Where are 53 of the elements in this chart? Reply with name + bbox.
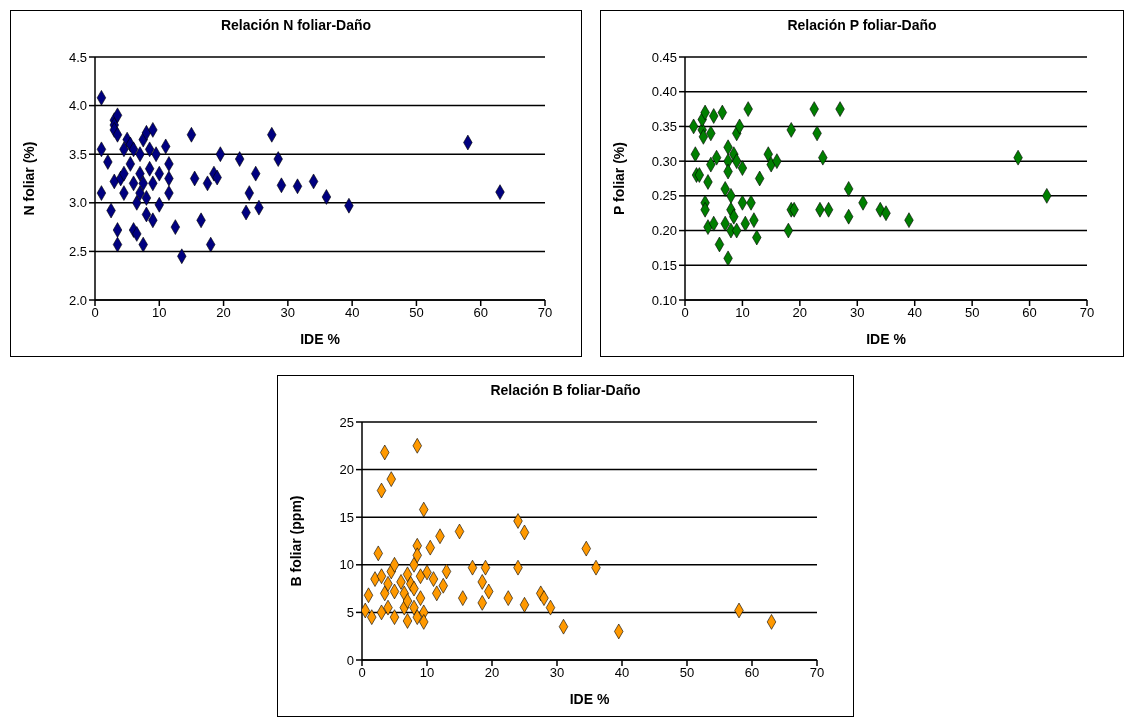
chart-title: Relación N foliar-Daño	[219, 17, 373, 33]
y-tick-label: 0.25	[651, 188, 677, 204]
y-tick-label: 0	[346, 652, 354, 668]
x-tick-label: 60	[473, 305, 488, 321]
x-tick-label: 40	[344, 305, 360, 321]
y-tick-label: 25	[339, 414, 354, 430]
y-tick-label: 0.35	[651, 119, 677, 135]
x-tick-label: 50	[679, 665, 695, 681]
y-tick-label: 0.40	[651, 84, 677, 100]
y-tick-label: 3.0	[68, 195, 87, 211]
x-axis-title: IDE %	[300, 331, 341, 347]
x-tick-label: 70	[537, 305, 553, 321]
y-tick-label: 0.30	[651, 153, 677, 169]
x-tick-label: 70	[809, 665, 825, 681]
x-tick-label: 10	[735, 305, 750, 321]
x-tick-label: 30	[549, 665, 565, 681]
y-axis-title: B foliar (ppm)	[287, 495, 304, 587]
y-tick-label: 20	[339, 462, 354, 478]
y-tick-label: 5	[346, 605, 354, 621]
x-tick-label: 40	[907, 305, 922, 321]
x-tick-label: 50	[964, 305, 980, 321]
y-tick-label: 0.20	[651, 223, 677, 239]
x-tick-label: 20	[216, 305, 231, 321]
x-axis-title: IDE %	[866, 331, 907, 347]
x-axis-title: IDE %	[569, 691, 610, 707]
y-tick-label: 4.5	[68, 49, 87, 65]
y-axis-title: P foliar (%)	[610, 142, 627, 215]
x-tick-label: 0	[358, 665, 366, 681]
x-tick-label: 0	[91, 305, 99, 321]
x-tick-label: 0	[681, 305, 689, 321]
chart-title: Relación P foliar-Daño	[786, 17, 938, 33]
y-axis-title: N foliar (%)	[20, 141, 37, 216]
x-tick-label: 30	[850, 305, 865, 321]
x-tick-label: 50	[409, 305, 424, 321]
x-tick-label: 10	[152, 305, 167, 321]
y-tick-label: 0.10	[651, 292, 677, 308]
x-tick-label: 20	[792, 305, 808, 321]
y-tick-label: 4.0	[68, 98, 87, 114]
y-tick-label: 2.0	[68, 292, 87, 308]
y-tick-label: 0.15	[651, 257, 677, 273]
x-tick-label: 30	[280, 305, 296, 321]
x-tick-label: 60	[1022, 305, 1037, 321]
y-tick-label: 3.5	[68, 146, 87, 162]
x-tick-label: 10	[419, 665, 435, 681]
y-tick-label: 0.45	[651, 49, 677, 65]
y-tick-label: 15	[339, 509, 354, 525]
y-tick-label: 10	[339, 557, 354, 573]
y-tick-label: 2.5	[68, 244, 87, 260]
x-tick-label: 20	[484, 665, 500, 681]
chart-title: Relación B foliar-Daño	[489, 382, 642, 398]
x-tick-label: 70	[1079, 305, 1095, 321]
x-tick-label: 40	[614, 665, 630, 681]
x-tick-label: 60	[744, 665, 760, 681]
